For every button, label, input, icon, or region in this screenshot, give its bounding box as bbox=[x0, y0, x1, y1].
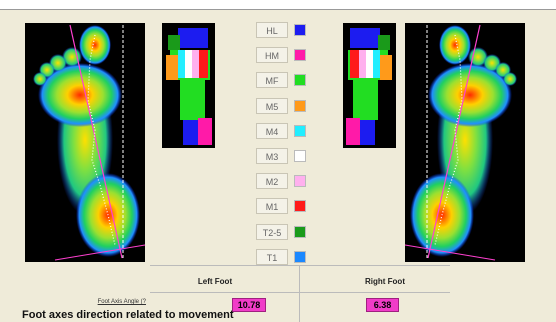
legend-swatch bbox=[294, 49, 306, 61]
screen: HL HM MF M5 M4 M3 M2 M1 T2-5 T1 Left Foot Right F… bbox=[0, 0, 556, 322]
legend-label: T1 bbox=[256, 249, 288, 265]
legend-label: HM bbox=[256, 47, 288, 63]
legend-swatch bbox=[294, 251, 306, 263]
legend-label: T2-5 bbox=[256, 224, 288, 240]
table-mid-line bbox=[150, 292, 450, 293]
table-divider bbox=[299, 265, 300, 322]
column-header: Left Foot bbox=[160, 277, 270, 286]
legend-label: M5 bbox=[256, 98, 288, 114]
legend-swatch bbox=[294, 24, 306, 36]
right-segment-image bbox=[343, 23, 396, 148]
legend-label: M3 bbox=[256, 148, 288, 164]
legend-swatch bbox=[294, 74, 306, 86]
legend-swatch bbox=[294, 200, 306, 212]
right-foot-image bbox=[405, 23, 525, 262]
legend-swatch bbox=[294, 226, 306, 238]
left-foot-image bbox=[25, 23, 145, 262]
legend-label: MF bbox=[256, 72, 288, 88]
value-cell: 6.38 bbox=[366, 298, 399, 312]
section-title: Foot axes direction related to movement bbox=[22, 309, 234, 321]
legend-label: HL bbox=[256, 22, 288, 38]
column-header: Right Foot bbox=[330, 277, 440, 286]
legend-label: M1 bbox=[256, 198, 288, 214]
legend-swatch bbox=[294, 125, 306, 137]
left-segment-image bbox=[162, 23, 215, 148]
table-top-line bbox=[150, 265, 450, 266]
legend-swatch bbox=[294, 150, 306, 162]
legend-swatch bbox=[294, 100, 306, 112]
legend-label: M4 bbox=[256, 123, 288, 139]
row-label[interactable]: Foot Axis Angle (? bbox=[70, 299, 146, 305]
legend-label: M2 bbox=[256, 173, 288, 189]
legend-swatch bbox=[294, 175, 306, 187]
value-cell: 10.78 bbox=[232, 298, 266, 312]
